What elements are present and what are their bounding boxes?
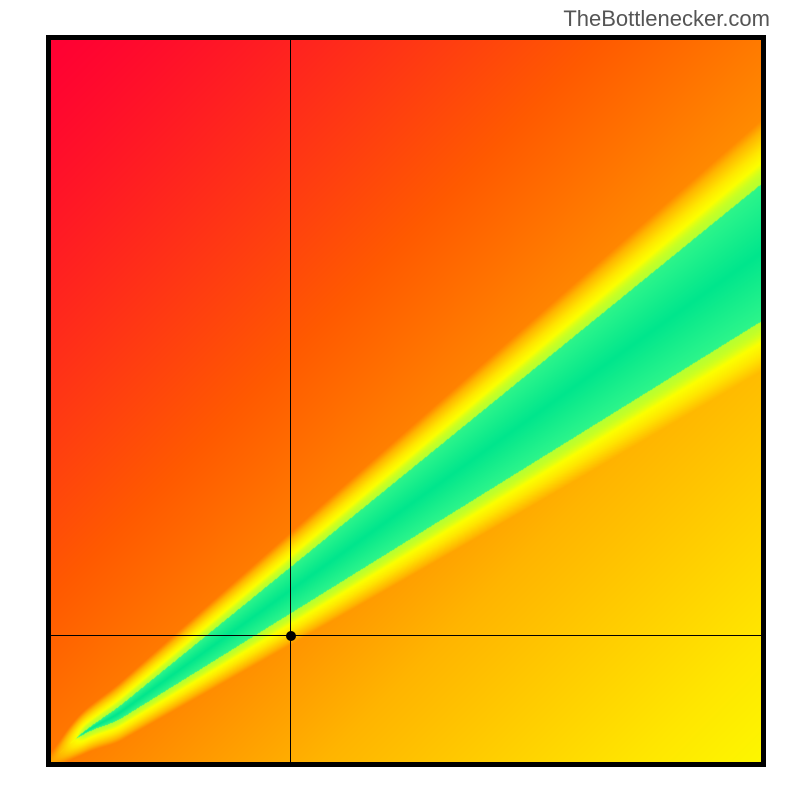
plot-area [51,40,761,762]
heatmap-canvas [51,40,761,762]
crosshair-dot [286,631,296,641]
crosshair-horizontal-line [51,635,761,636]
watermark-text: TheBottlenecker.com [563,6,770,32]
chart-container: TheBottlenecker.com [0,0,800,800]
crosshair-vertical-line [290,40,291,762]
